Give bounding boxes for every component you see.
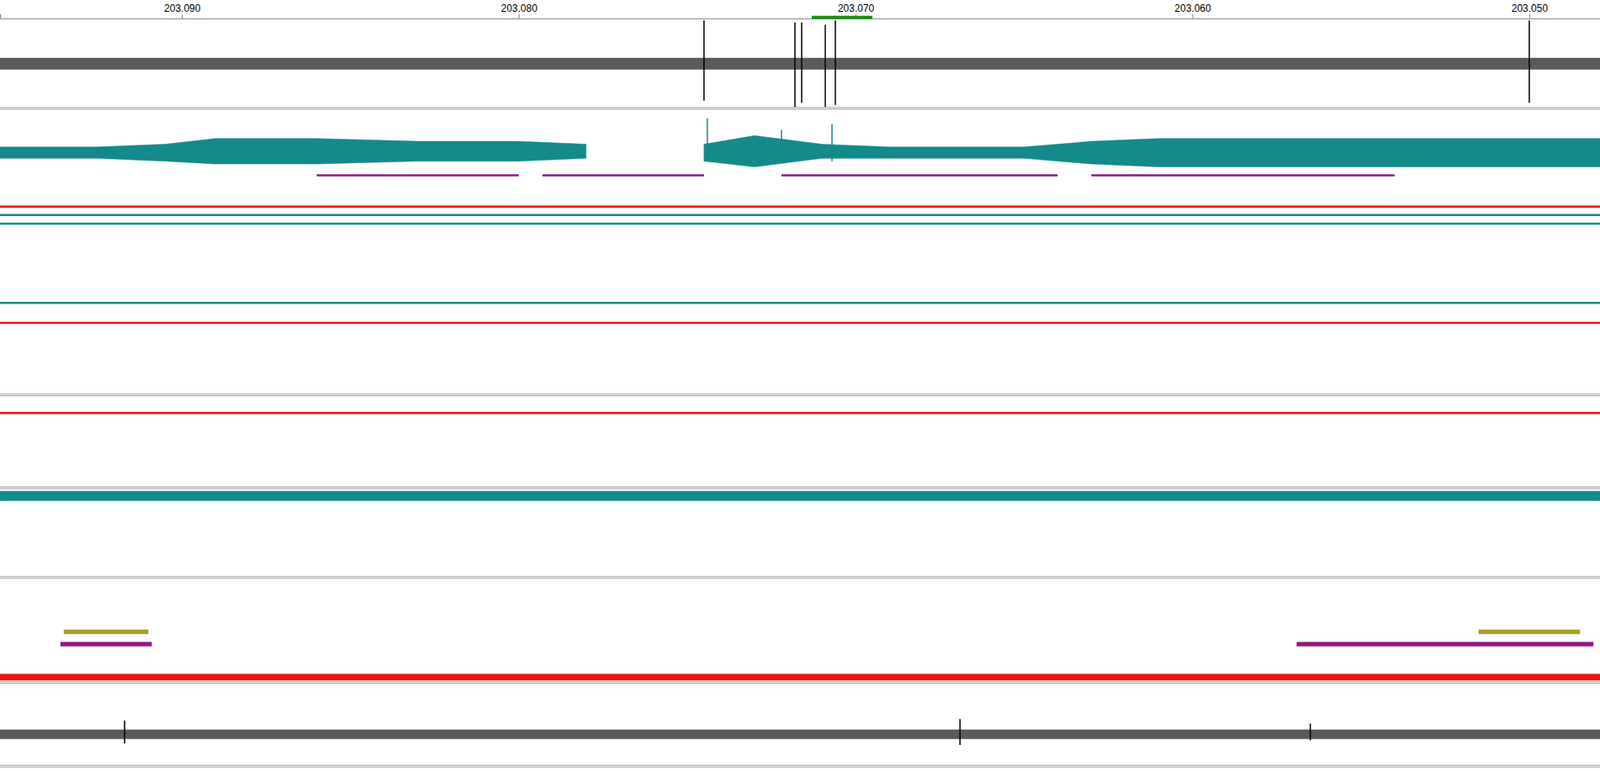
band: [0, 135, 1600, 167]
spike: [703, 20, 705, 101]
tick: 203.060: [1174, 2, 1212, 19]
spike: [123, 720, 126, 744]
band: [63, 630, 149, 635]
tick-label: 203.080: [500, 2, 538, 15]
track-separator: [0, 576, 1600, 578]
axis-line: [0, 14, 1600, 20]
spike: [824, 24, 827, 107]
track: [0, 20, 1600, 107]
spike: [780, 130, 783, 162]
track: [0, 118, 1600, 324]
trace-line: [0, 412, 1600, 415]
tick: 203.090: [164, 2, 202, 19]
tick-label: 203.070: [837, 2, 875, 15]
track-separator: [0, 108, 1600, 110]
track-separator: [0, 395, 1600, 397]
track: [0, 719, 1600, 746]
spike: [831, 124, 833, 162]
track-separator: [0, 767, 1600, 769]
spike: [706, 118, 709, 162]
plot-area: [0, 20, 1600, 746]
separators: [0, 107, 1600, 768]
tick: 203.050: [1511, 2, 1549, 19]
tick-mark: [1529, 14, 1531, 19]
trace-line: [0, 214, 1600, 218]
track: [0, 413, 1600, 414]
spike: [1528, 20, 1531, 103]
band: [0, 730, 1600, 740]
trace-line: [0, 301, 1600, 305]
band: [0, 58, 1600, 69]
track: [0, 491, 1600, 501]
band: [1478, 630, 1580, 635]
tick-mark: [1192, 14, 1193, 19]
track-separator: [0, 106, 1600, 108]
trace-line: [316, 174, 1394, 177]
tick-label: 203.090: [164, 2, 202, 15]
spike: [800, 22, 803, 103]
x-axis: 203.090 203.080 203.070 203.060 203.050: [0, 2, 1600, 20]
tick-label: 203.060: [1174, 2, 1212, 15]
band: [0, 674, 1600, 681]
spike: [834, 20, 837, 106]
track-separator: [0, 393, 1600, 395]
spike: [794, 22, 796, 108]
tick-mark: [519, 14, 520, 19]
spike: [1309, 724, 1312, 742]
chart: 203.090 203.080 203.070 203.060 203.050: [0, 0, 1600, 771]
tick-mark: [181, 14, 183, 19]
track-separator: [0, 683, 1600, 684]
band: [60, 642, 152, 647]
trace-line: [0, 222, 1600, 226]
track-separator: [0, 488, 1600, 490]
track-separator: [0, 765, 1600, 767]
trace-line: [0, 205, 1600, 208]
highlight: [811, 15, 873, 20]
spike: [958, 719, 961, 746]
tick: 203.080: [500, 2, 538, 19]
track-separator: [0, 487, 1600, 488]
tick-label: 203.050: [1511, 2, 1549, 15]
trace-line: [0, 322, 1600, 325]
band: [1297, 642, 1594, 647]
track: [0, 630, 1600, 681]
track-separator: [0, 681, 1600, 683]
band: [0, 491, 1600, 501]
track-separator: [0, 577, 1600, 579]
